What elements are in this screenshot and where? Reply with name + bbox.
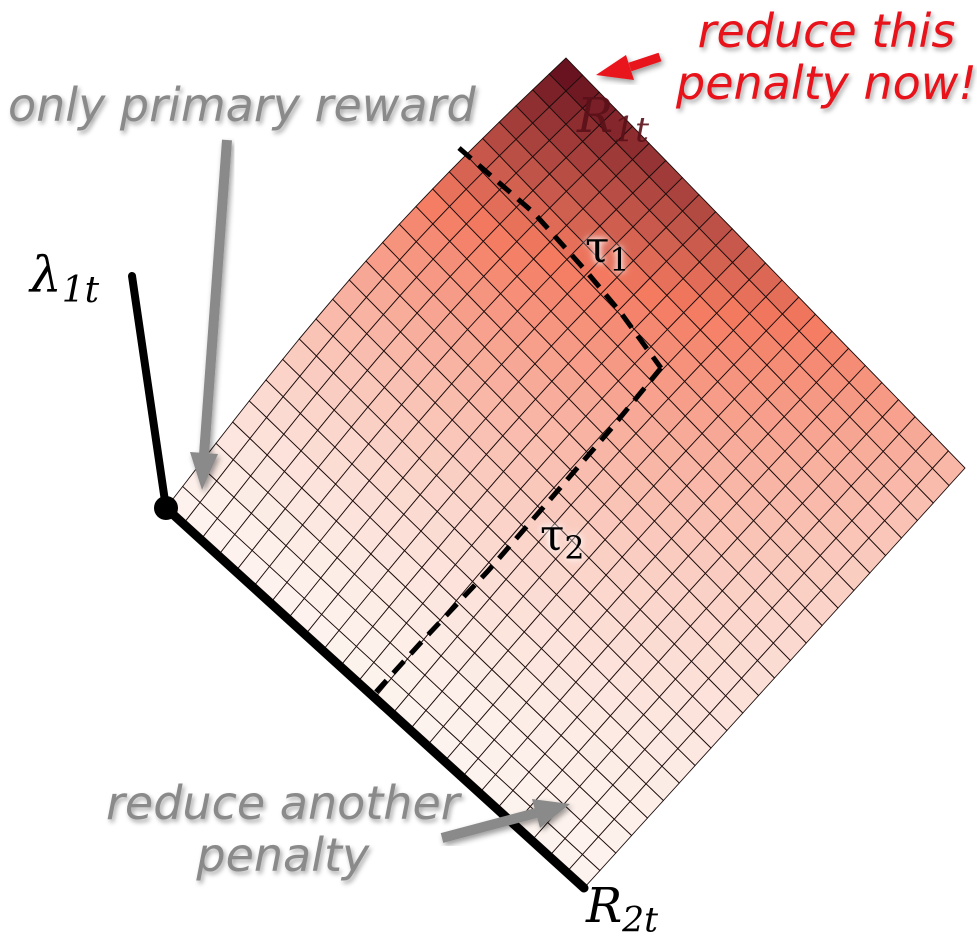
origin-point xyxy=(154,496,178,520)
annotation-arrows xyxy=(190,52,662,843)
tau1-boundary-line xyxy=(457,146,664,370)
axes xyxy=(128,272,589,893)
reduce-this-penalty-line1: reduce this xyxy=(697,4,956,58)
lambda-axis-label: λ1t xyxy=(30,246,99,311)
tau1-label: τ1 xyxy=(585,222,630,279)
lambda-axis xyxy=(128,272,170,512)
reduce-this-penalty-label: reduce this penalty now! xyxy=(676,4,977,110)
reduce-this-penalty-line2: penalty now! xyxy=(676,55,977,110)
surface-cell xyxy=(931,450,966,487)
r1-axis-label: R1t xyxy=(577,88,649,151)
r2-symbol: R xyxy=(586,878,623,934)
lambda-symbol: λ xyxy=(30,246,62,304)
tau2-symbol: τ xyxy=(540,510,565,561)
r2-subscript: 2t xyxy=(622,900,659,941)
reduce-another-penalty-line1: reduce another xyxy=(106,776,460,830)
red-arrow-this-penalty xyxy=(596,52,662,80)
lambda-subscript: 1t xyxy=(61,270,100,312)
gray-arrow-another-penalty xyxy=(440,799,570,843)
tau1-subscript: 1 xyxy=(609,242,630,279)
tau2-boundary-line xyxy=(374,366,663,694)
r2-axis xyxy=(161,503,589,893)
gray-arrow-primary xyxy=(190,139,232,490)
r2-axis-label: R2t xyxy=(586,878,658,941)
tau2-label: τ2 xyxy=(540,510,585,567)
penalty-surface-mesh xyxy=(165,57,966,889)
r1-symbol: R xyxy=(577,88,614,144)
threshold-lines xyxy=(374,146,664,694)
reduce-another-penalty-line2: penalty xyxy=(196,827,370,882)
tau2-subscript: 2 xyxy=(564,530,585,567)
r1-subscript: 1t xyxy=(613,110,650,151)
reduce-another-penalty-label: reduce another penalty xyxy=(106,776,460,882)
only-primary-reward-label: only primary reward xyxy=(8,78,476,132)
tau1-symbol: τ xyxy=(585,222,610,273)
